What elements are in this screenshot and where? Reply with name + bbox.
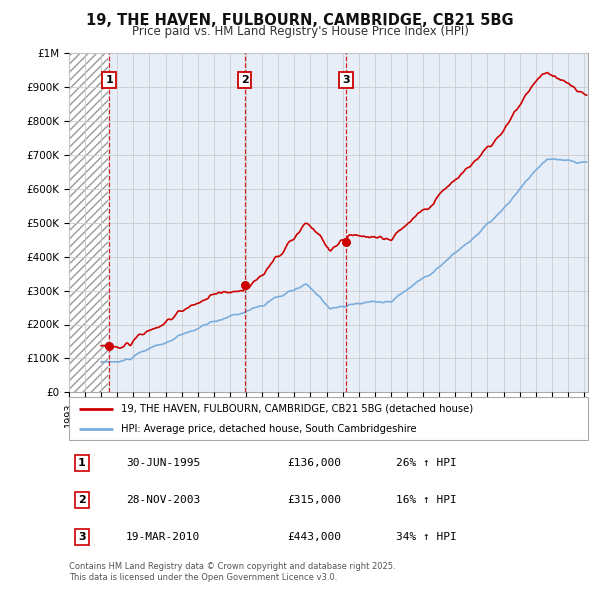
Bar: [69, 53, 108, 392]
Text: Contains HM Land Registry data © Crown copyright and database right 2025.
This d: Contains HM Land Registry data © Crown c…: [69, 562, 395, 582]
Text: 28-NOV-2003: 28-NOV-2003: [126, 495, 200, 505]
Text: 3: 3: [342, 76, 350, 85]
Text: £136,000: £136,000: [287, 458, 341, 468]
Text: 30-JUN-1995: 30-JUN-1995: [126, 458, 200, 468]
Text: 19-MAR-2010: 19-MAR-2010: [126, 532, 200, 542]
Text: £443,000: £443,000: [287, 532, 341, 542]
Text: HPI: Average price, detached house, South Cambridgeshire: HPI: Average price, detached house, Sout…: [121, 424, 416, 434]
Text: Price paid vs. HM Land Registry's House Price Index (HPI): Price paid vs. HM Land Registry's House …: [131, 25, 469, 38]
FancyBboxPatch shape: [69, 397, 588, 440]
Text: 2: 2: [241, 76, 248, 85]
Text: 2: 2: [78, 495, 86, 505]
Text: 19, THE HAVEN, FULBOURN, CAMBRIDGE, CB21 5BG: 19, THE HAVEN, FULBOURN, CAMBRIDGE, CB21…: [86, 13, 514, 28]
Text: 1: 1: [78, 458, 86, 468]
Text: £315,000: £315,000: [287, 495, 341, 505]
Text: 3: 3: [78, 532, 86, 542]
Text: 34% ↑ HPI: 34% ↑ HPI: [396, 532, 457, 542]
Text: 16% ↑ HPI: 16% ↑ HPI: [396, 495, 457, 505]
Text: 26% ↑ HPI: 26% ↑ HPI: [396, 458, 457, 468]
Text: 1: 1: [105, 76, 113, 85]
Text: 19, THE HAVEN, FULBOURN, CAMBRIDGE, CB21 5BG (detached house): 19, THE HAVEN, FULBOURN, CAMBRIDGE, CB21…: [121, 404, 473, 414]
